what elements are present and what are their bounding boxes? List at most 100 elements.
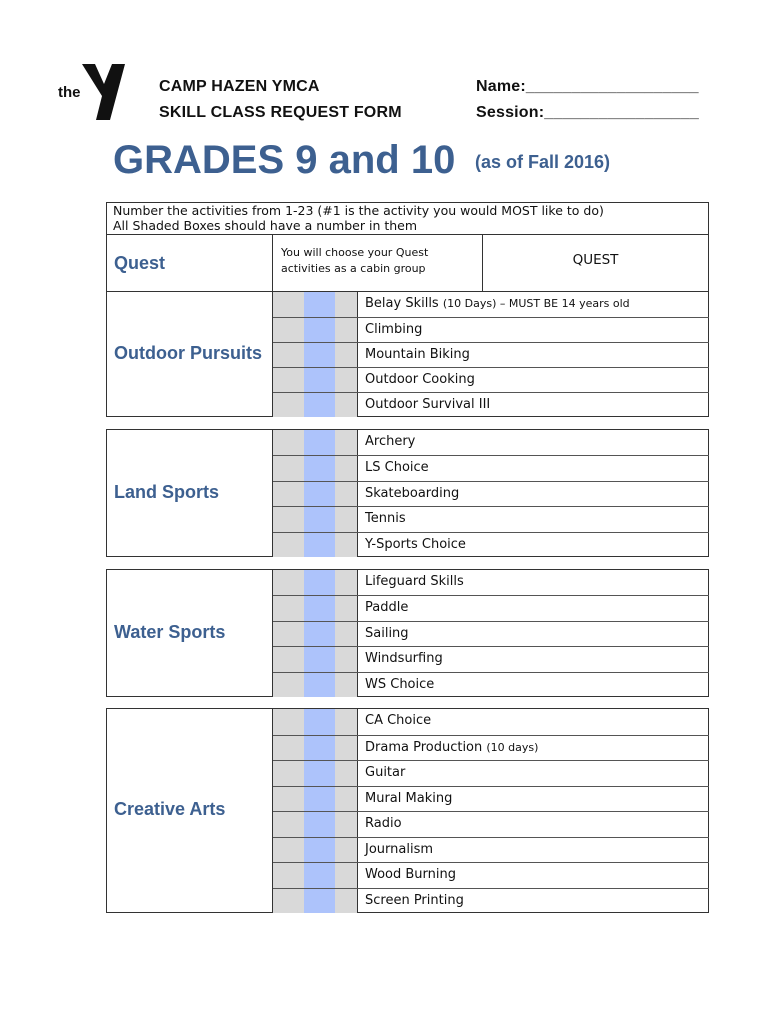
rank-input-box[interactable] xyxy=(273,393,357,417)
rank-input-shaded[interactable] xyxy=(304,596,335,621)
activity-divider xyxy=(357,888,358,913)
activity-row: Y-Sports Choice xyxy=(273,531,709,557)
section-water-sports: Water Sports Lifeguard Skills Paddle xyxy=(106,569,709,697)
activity-row: Radio xyxy=(273,811,709,837)
rank-input-box[interactable] xyxy=(273,456,357,481)
rank-input-shaded[interactable] xyxy=(304,786,335,811)
rank-input-box[interactable] xyxy=(273,292,357,317)
activity-name: Lifeguard Skills xyxy=(365,574,464,589)
activity-row: Outdoor Survival III xyxy=(273,392,709,417)
rank-input-shaded[interactable] xyxy=(304,647,335,672)
activity-row: Guitar xyxy=(273,760,709,786)
quest-section: Quest xyxy=(106,234,273,292)
activity-row: CA Choice xyxy=(273,709,709,735)
name-field[interactable]: Name:___________________ xyxy=(476,78,699,95)
rank-input-shaded[interactable] xyxy=(304,672,335,697)
column-divider xyxy=(272,570,273,697)
rank-input-shaded[interactable] xyxy=(304,481,335,507)
session-field[interactable]: Session:_________________ xyxy=(476,104,699,121)
activity-label: Y-Sports Choice xyxy=(358,533,466,557)
rank-input-shaded[interactable] xyxy=(304,292,335,317)
rank-input-shaded[interactable] xyxy=(304,393,335,417)
activity-divider xyxy=(357,647,358,672)
activity-name: CA Choice xyxy=(365,713,432,728)
rank-input-box[interactable] xyxy=(273,596,357,621)
activity-row: Outdoor Cooking xyxy=(273,367,709,392)
activity-divider xyxy=(357,507,358,532)
activity-row: WS Choice xyxy=(273,671,709,697)
rank-input-box[interactable] xyxy=(273,888,357,913)
rank-input-shaded[interactable] xyxy=(304,837,335,862)
rank-input-shaded[interactable] xyxy=(304,863,335,888)
form-name: SKILL CLASS REQUEST FORM xyxy=(159,104,402,121)
activity-label: LS Choice xyxy=(358,456,429,480)
rank-input-box[interactable] xyxy=(273,430,357,456)
rank-input-box[interactable] xyxy=(273,532,357,557)
activity-label: Radio xyxy=(358,812,402,836)
section-label: Creative Arts xyxy=(114,799,226,819)
rank-input-box[interactable] xyxy=(273,343,357,367)
activity-name: Wood Burning xyxy=(365,867,456,882)
rank-input-box[interactable] xyxy=(273,761,357,786)
activity-row: Climbing xyxy=(273,317,709,342)
activity-row: Skateboarding xyxy=(273,480,709,507)
activity-note: (10 days) xyxy=(486,740,539,754)
quest-note: You will choose your Quest activities as… xyxy=(272,234,483,292)
activity-name: Archery xyxy=(365,434,416,449)
activity-label: Outdoor Cooking xyxy=(358,368,475,392)
org-name: CAMP HAZEN YMCA xyxy=(159,78,320,95)
rank-input-box[interactable] xyxy=(273,709,357,735)
rank-input-box[interactable] xyxy=(273,786,357,811)
activity-label: Drama Production (10 days) xyxy=(358,736,538,760)
activity-label: Mural Making xyxy=(358,787,452,811)
rank-input-box[interactable] xyxy=(273,621,357,647)
section-label: Outdoor Pursuits xyxy=(114,342,262,363)
section-outdoor-pursuits: Outdoor Pursuits Belay Skills (10 Days) … xyxy=(106,291,709,417)
activity-label: Paddle xyxy=(358,596,408,620)
rank-input-box[interactable] xyxy=(273,368,357,392)
rank-input-box[interactable] xyxy=(273,735,357,760)
ymca-logo: the xyxy=(58,62,128,122)
activity-name: WS Choice xyxy=(365,676,435,692)
activity-row: Belay Skills (10 Days) – MUST BE 14 year… xyxy=(273,292,709,317)
rank-input-box[interactable] xyxy=(273,570,357,596)
activity-divider xyxy=(357,532,358,557)
rank-input-shaded[interactable] xyxy=(304,532,335,557)
page-title: GRADES 9 and 10 xyxy=(113,138,456,182)
activity-row: Journalism xyxy=(273,836,709,862)
instructions-line-1: Number the activities from 1-23 (#1 is t… xyxy=(113,203,604,218)
activity-label: Mountain Biking xyxy=(358,343,470,367)
quest-label: Quest xyxy=(114,253,166,273)
rank-input-shaded[interactable] xyxy=(304,888,335,913)
rank-input-shaded[interactable] xyxy=(304,761,335,786)
activity-divider xyxy=(357,672,358,697)
rank-input-box[interactable] xyxy=(273,507,357,532)
activity-label: Journalism xyxy=(358,838,433,862)
section-land-sports: Land Sports Archery LS Choice xyxy=(106,429,709,557)
activity-divider xyxy=(357,570,358,596)
rank-input-box[interactable] xyxy=(273,672,357,697)
activity-row: LS Choice xyxy=(273,455,709,481)
rank-input-shaded[interactable] xyxy=(304,709,335,735)
rank-input-shaded[interactable] xyxy=(304,456,335,481)
rank-input-box[interactable] xyxy=(273,837,357,862)
rank-input-shaded[interactable] xyxy=(304,368,335,392)
rank-input-shaded[interactable] xyxy=(304,621,335,647)
section-label: Water Sports xyxy=(114,621,226,642)
rank-input-box[interactable] xyxy=(273,863,357,888)
rank-input-box[interactable] xyxy=(273,481,357,507)
activity-name: Mountain Biking xyxy=(365,347,470,362)
rank-input-box[interactable] xyxy=(273,647,357,672)
activity-divider xyxy=(357,292,358,317)
rank-input-shaded[interactable] xyxy=(304,570,335,596)
rank-input-box[interactable] xyxy=(273,812,357,837)
rank-input-box[interactable] xyxy=(273,318,357,342)
rank-input-shaded[interactable] xyxy=(304,430,335,456)
rank-input-shaded[interactable] xyxy=(304,318,335,342)
activity-label: Tennis xyxy=(358,507,406,531)
rank-input-shaded[interactable] xyxy=(304,507,335,532)
rank-input-shaded[interactable] xyxy=(304,735,335,760)
activity-name: Screen Printing xyxy=(365,892,464,908)
rank-input-shaded[interactable] xyxy=(304,343,335,367)
rank-input-shaded[interactable] xyxy=(304,812,335,837)
